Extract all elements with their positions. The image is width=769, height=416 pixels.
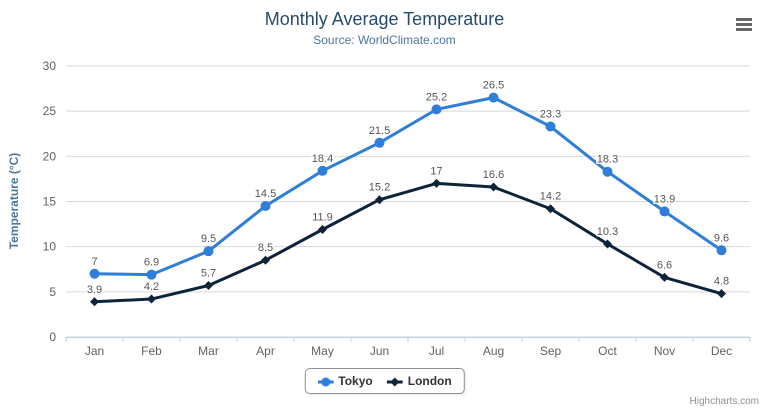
chart-subtitle: Source: WorldClimate.com <box>313 33 456 47</box>
legend-item-tokyo[interactable]: Tokyo <box>317 374 373 388</box>
series-london-points <box>90 178 726 307</box>
svg-text:9.6: 9.6 <box>714 232 729 244</box>
data-point-tokyo-nov[interactable] <box>659 206 670 217</box>
data-point-tokyo-oct[interactable] <box>602 166 613 177</box>
svg-text:17: 17 <box>430 165 442 177</box>
data-point-tokyo-jan[interactable] <box>89 268 100 279</box>
data-point-tokyo-mar[interactable] <box>203 246 214 257</box>
svg-text:Apr: Apr <box>256 344 275 358</box>
svg-text:Feb: Feb <box>141 344 162 358</box>
svg-text:6.6: 6.6 <box>657 259 672 271</box>
data-point-london-sep[interactable] <box>546 204 555 214</box>
svg-text:10.3: 10.3 <box>597 226 618 238</box>
svg-text:13.9: 13.9 <box>654 193 675 205</box>
svg-text:Jun: Jun <box>370 344 389 358</box>
data-point-london-jun[interactable] <box>375 195 384 205</box>
y-axis-labels: 0 5 10 15 20 25 30 <box>43 59 57 344</box>
svg-text:9.5: 9.5 <box>201 233 216 245</box>
export-menu-button[interactable] <box>731 13 757 35</box>
svg-text:Jul: Jul <box>429 344 444 358</box>
svg-text:21.5: 21.5 <box>369 125 390 137</box>
svg-text:0: 0 <box>49 330 56 344</box>
diamond-series-marker-icon <box>386 375 403 387</box>
data-point-london-jul[interactable] <box>432 178 441 188</box>
legend-label-london: London <box>407 374 452 388</box>
svg-text:25.2: 25.2 <box>426 91 447 103</box>
data-point-tokyo-sep[interactable] <box>545 121 556 132</box>
svg-text:10: 10 <box>43 240 57 254</box>
legend-label-tokyo: Tokyo <box>338 374 373 388</box>
series-tokyo-points <box>89 92 727 280</box>
svg-text:16.6: 16.6 <box>483 169 504 181</box>
svg-text:30: 30 <box>43 59 57 73</box>
data-point-tokyo-aug[interactable] <box>488 92 499 103</box>
svg-text:4.8: 4.8 <box>714 276 729 288</box>
svg-text:20: 20 <box>43 149 57 163</box>
svg-text:5.7: 5.7 <box>201 268 216 280</box>
svg-text:Sep: Sep <box>540 344 562 358</box>
data-point-london-jan[interactable] <box>90 297 99 307</box>
svg-text:14.5: 14.5 <box>255 188 276 200</box>
data-point-london-oct[interactable] <box>603 239 612 249</box>
data-point-london-dec[interactable] <box>717 289 726 299</box>
series-tokyo-data-labels: 7 6.9 9.5 14.5 18.4 21.5 25.2 26.5 23.3 18.3 13.9 9… <box>90 78 731 270</box>
data-point-london-apr[interactable] <box>261 255 270 265</box>
credits-link[interactable]: Highcharts.com <box>689 396 759 407</box>
svg-text:25: 25 <box>43 104 57 118</box>
data-point-tokyo-may[interactable] <box>317 165 328 176</box>
legend-item-london[interactable]: London <box>386 374 452 388</box>
svg-text:6.9: 6.9 <box>144 257 159 269</box>
svg-text:23.3: 23.3 <box>540 109 561 121</box>
svg-text:8.5: 8.5 <box>258 242 273 254</box>
svg-text:18.3: 18.3 <box>597 154 618 166</box>
svg-text:Nov: Nov <box>654 344 675 358</box>
data-point-london-feb[interactable] <box>147 294 156 304</box>
data-point-london-aug[interactable] <box>489 182 498 192</box>
svg-text:18.4: 18.4 <box>312 153 333 165</box>
data-point-london-may[interactable] <box>318 225 327 235</box>
svg-text:3.9: 3.9 <box>87 284 102 296</box>
data-point-tokyo-feb[interactable] <box>146 269 157 280</box>
circle-series-marker-icon <box>317 375 334 387</box>
series-tokyo-line <box>93 96 723 277</box>
svg-text:Mar: Mar <box>198 344 219 358</box>
svg-text:15.2: 15.2 <box>369 182 390 194</box>
svg-text:7: 7 <box>91 256 97 268</box>
svg-text:4.2: 4.2 <box>144 281 159 293</box>
data-point-tokyo-jul[interactable] <box>431 104 442 115</box>
svg-text:14.2: 14.2 <box>540 191 561 203</box>
data-point-tokyo-apr[interactable] <box>260 201 271 212</box>
data-point-tokyo-dec[interactable] <box>716 245 727 256</box>
svg-text:Oct: Oct <box>598 344 617 358</box>
hamburger-menu-icon <box>736 17 752 31</box>
svg-text:26.5: 26.5 <box>483 80 504 92</box>
svg-text:11.9: 11.9 <box>312 212 333 224</box>
data-point-london-mar[interactable] <box>204 281 213 291</box>
svg-text:Dec: Dec <box>711 344 732 358</box>
svg-text:5: 5 <box>49 285 56 299</box>
series-london-line <box>93 181 723 304</box>
svg-text:May: May <box>311 344 334 358</box>
x-axis-labels: Jan Feb Mar Apr May Jun Jul Aug Sep Oct Nov Dec <box>85 344 732 358</box>
data-point-tokyo-jun[interactable] <box>374 137 385 148</box>
series-london-data-labels: 3.9 4.2 5.7 8.5 11.9 15.2 17 16.6 14.2 10.3 6.6 4.8 <box>85 164 730 297</box>
svg-text:15: 15 <box>43 195 57 209</box>
legend: Tokyo London <box>304 368 465 394</box>
chart-title: Monthly Average Temperature <box>264 9 505 29</box>
data-point-london-nov[interactable] <box>660 272 669 282</box>
svg-text:Jan: Jan <box>85 344 104 358</box>
x-axis <box>65 337 751 342</box>
svg-text:Aug: Aug <box>483 344 504 358</box>
